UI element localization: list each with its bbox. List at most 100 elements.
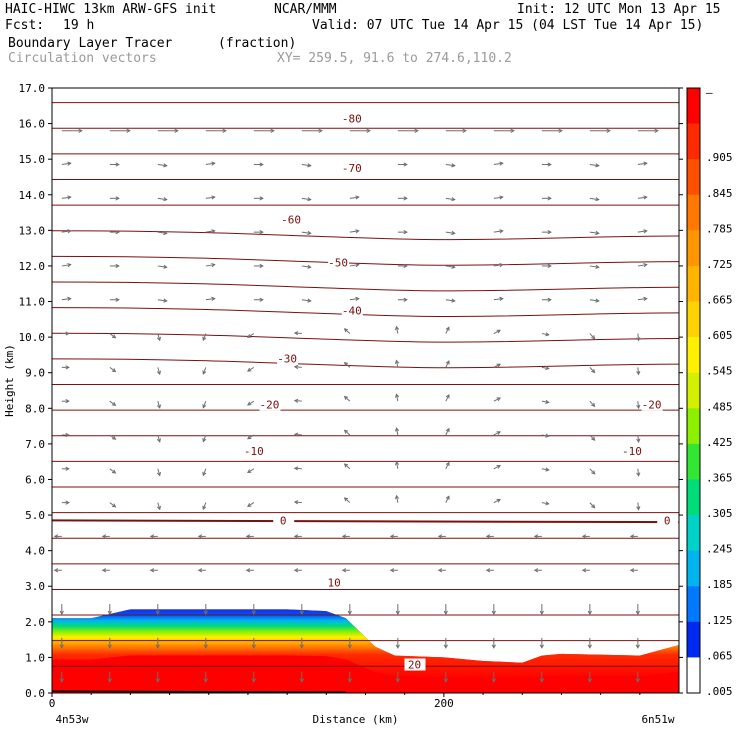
circulation-vector-head	[246, 469, 252, 474]
circulation-vector-head	[445, 495, 450, 500]
circulation-vector-head	[545, 501, 550, 506]
circulation-vector-head	[491, 678, 496, 683]
circulation-vector-head	[395, 644, 400, 649]
circulation-vector-head	[163, 298, 168, 303]
colorbar-swatch	[687, 337, 700, 374]
circulation-vector	[637, 434, 640, 442]
contour-label-background	[273, 514, 295, 527]
circulation-vector	[247, 366, 255, 372]
circulation-vector-head	[111, 503, 117, 508]
circulation-vector-head	[197, 534, 203, 539]
y-tick-label: 10.0	[19, 331, 46, 344]
circulation-vector	[589, 468, 595, 475]
circulation-vector-head	[202, 404, 207, 409]
circulation-vector-head	[211, 229, 216, 234]
circulation-vector-head	[246, 367, 252, 372]
circulation-vector-head	[307, 264, 312, 269]
circulation-vector-head	[403, 263, 408, 269]
contour-label-background	[243, 445, 265, 457]
circulation-vector-head	[437, 534, 443, 539]
colorbar-label: .905	[706, 151, 733, 164]
terrain-line	[52, 690, 346, 693]
circulation-vector	[157, 367, 161, 375]
circulation-vector-head	[395, 678, 400, 683]
circulation-vector	[109, 502, 116, 508]
circulation-vector-head	[355, 229, 360, 234]
y-tick-label: 12.0	[19, 260, 46, 273]
circulation-vector-head	[59, 644, 64, 649]
circulation-vector-head	[67, 262, 72, 268]
circulation-vector-head	[485, 568, 491, 573]
circulation-vector-head	[496, 465, 502, 469]
circulation-vector-head	[443, 644, 448, 649]
circulation-vector-head	[115, 196, 120, 201]
colorbar-label: .665	[706, 294, 733, 307]
circulation-vector-head	[163, 163, 168, 168]
circulation-vector-head	[107, 610, 112, 616]
circulation-vector	[205, 196, 215, 199]
circulation-vector-head	[65, 399, 70, 404]
circulation-vector-head	[629, 568, 635, 573]
circulation-vector	[61, 298, 71, 301]
x-end-label: 6n51w	[641, 713, 674, 726]
circulation-vector-head	[107, 678, 112, 683]
circulation-vector	[157, 265, 167, 268]
circulation-vector-head	[67, 229, 72, 234]
tracer-gradient-band	[52, 609, 679, 680]
circulation-vector-head	[547, 162, 552, 167]
circulation-vector-head	[591, 504, 596, 509]
circulation-vector	[541, 434, 549, 437]
circulation-vector	[202, 333, 207, 341]
circulation-vector-head	[251, 678, 256, 683]
circulation-vector-head	[539, 610, 544, 616]
circulation-vector	[493, 230, 503, 233]
circulation-vector-head	[343, 497, 349, 502]
circulation-vector	[344, 463, 351, 470]
circulation-vector-head	[636, 506, 641, 511]
circulation-vector-head	[347, 610, 352, 616]
circulation-vector	[301, 164, 311, 167]
circulation-vector	[247, 434, 255, 440]
circulation-vector	[396, 360, 399, 368]
colorbar-swatch	[687, 265, 700, 303]
circulation-vector-head	[107, 644, 112, 649]
temperature-contour-line	[52, 255, 679, 266]
circulation-vector-head	[643, 296, 648, 301]
circulation-vector	[349, 298, 359, 301]
circulation-vector	[294, 332, 302, 335]
circulation-vector-head	[299, 644, 304, 649]
circulation-vector-head	[451, 230, 456, 236]
circulation-vector-head	[395, 610, 400, 616]
contour-label: 0	[280, 514, 287, 527]
contour-label-background	[277, 352, 299, 365]
circulation-vector-head	[394, 393, 400, 398]
contour-label-background	[281, 213, 303, 226]
circulation-vector-head	[437, 568, 443, 573]
circulation-vector-head	[539, 678, 544, 683]
circulation-vector-head	[126, 128, 131, 133]
contour-label-background	[621, 445, 643, 457]
circulation-vector-head	[445, 393, 450, 399]
circulation-vector-head	[307, 197, 312, 202]
circulation-vector	[344, 328, 351, 334]
contour-label-background	[324, 576, 346, 589]
circulation-vector	[637, 196, 647, 199]
circulation-vector-head	[581, 568, 587, 573]
circulation-vector	[61, 196, 71, 199]
colorbar-label: .185	[706, 578, 733, 591]
circulation-vector-head	[595, 197, 600, 202]
circulation-vector-head	[355, 262, 360, 268]
circulation-vector	[445, 299, 455, 302]
circulation-vector-head	[545, 332, 550, 337]
circulation-vector-head	[343, 361, 349, 367]
circulation-vector-head	[547, 263, 552, 269]
circulation-vector-head	[156, 471, 161, 477]
circulation-vector-head	[595, 264, 600, 269]
circulation-vector-head	[202, 471, 207, 477]
circulation-vector-head	[245, 534, 251, 539]
circulation-vector-head	[629, 534, 635, 539]
circulation-vector-head	[451, 264, 456, 269]
y-tick-label: 1.0	[25, 651, 45, 664]
circulation-vector	[61, 162, 71, 166]
circulation-vector-head	[341, 568, 347, 573]
